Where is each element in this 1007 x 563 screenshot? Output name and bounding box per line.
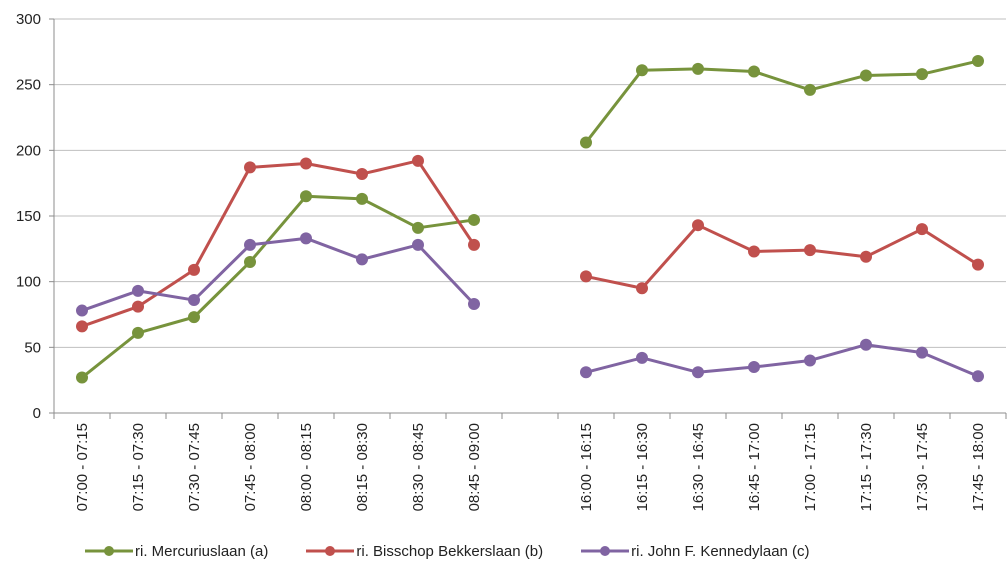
- data-point: [188, 294, 200, 307]
- data-point: [748, 245, 760, 258]
- y-axis: 0 50 100 150 200 250 300: [16, 11, 55, 422]
- data-point: [972, 55, 984, 68]
- data-point: [692, 219, 704, 232]
- x-tick-label: 16:00 - 16:15: [578, 423, 595, 511]
- y-tick-label: 200: [16, 142, 41, 159]
- data-point: [412, 238, 424, 251]
- data-point: [860, 250, 872, 263]
- x-tick-label: 17:45 - 18:00: [970, 423, 987, 511]
- data-point: [860, 69, 872, 82]
- legend-swatch: [581, 546, 630, 556]
- data-point: [468, 213, 480, 226]
- legend: ri. Mercuriuslaan (a) ri. Bisschop Bekker…: [85, 539, 848, 563]
- data-point: [860, 338, 872, 351]
- data-point: [916, 346, 928, 359]
- series-3: [76, 232, 984, 383]
- x-tick-label: 07:30 - 07:45: [186, 423, 203, 511]
- data-point: [132, 284, 144, 297]
- data-point: [804, 83, 816, 96]
- data-point: [356, 253, 368, 266]
- y-tick-label: 150: [16, 208, 41, 225]
- data-point: [972, 258, 984, 271]
- x-tick-label: 08:15 - 08:30: [354, 423, 371, 511]
- legend-item: ri. Bisschop Bekkerslaan (b): [306, 543, 543, 560]
- x-axis: 07:00 - 07:15 07:15 - 07:30 07:30 - 07:45 0…: [53, 412, 1007, 511]
- data-point: [300, 157, 312, 170]
- x-tick-label: 07:00 - 07:15: [74, 423, 91, 511]
- legend-label: ri. John F. Kennedylaan (c): [631, 542, 810, 560]
- data-point: [76, 304, 88, 317]
- y-tick-label: 300: [16, 11, 41, 28]
- data-point: [244, 161, 256, 174]
- data-point: [636, 64, 648, 77]
- data-point: [412, 154, 424, 167]
- legend-label: ri. Bisschop Bekkerslaan (b): [356, 542, 544, 560]
- legend-item: ri. John F. Kennedylaan (c): [581, 542, 810, 560]
- data-point: [748, 361, 760, 374]
- data-point: [244, 238, 256, 251]
- data-point: [692, 366, 704, 379]
- y-tick-label: 100: [16, 274, 41, 291]
- series-line: [81, 159, 476, 328]
- series-2: [76, 154, 984, 333]
- x-tick-label: 07:45 - 08:00: [242, 423, 259, 511]
- data-point: [804, 244, 816, 257]
- x-tick-label: 07:15 - 07:30: [130, 423, 147, 511]
- data-point: [356, 167, 368, 180]
- series-line: [585, 343, 979, 378]
- y-tick-label: 250: [16, 77, 41, 94]
- data-point: [580, 270, 592, 283]
- data-point: [300, 232, 312, 245]
- x-tick-label: 17:30 - 17:45: [914, 423, 931, 511]
- series-line: [584, 59, 979, 144]
- x-tick-label: 16:45 - 17:00: [746, 423, 763, 511]
- series-group: [76, 55, 984, 384]
- data-point: [636, 351, 648, 364]
- series-line: [81, 236, 476, 312]
- x-tick-label: 08:30 - 08:45: [410, 423, 427, 511]
- x-tick-label: 17:15 - 17:30: [858, 423, 875, 511]
- data-point: [412, 221, 424, 234]
- legend-item: ri. Mercuriuslaan (a): [85, 543, 268, 560]
- x-tick-label: 08:45 - 09:00: [466, 423, 483, 511]
- y-tick-label: 0: [33, 405, 41, 422]
- data-point: [244, 255, 256, 268]
- series-1: [76, 55, 984, 384]
- data-point: [804, 354, 816, 367]
- data-point: [468, 238, 480, 251]
- x-tick-label: 17:00 - 17:15: [802, 423, 819, 511]
- legend-label: ri. Mercuriuslaan (a): [135, 542, 269, 560]
- data-point: [76, 320, 88, 333]
- data-point: [580, 136, 592, 149]
- legend-swatch: [85, 546, 133, 556]
- data-point: [916, 223, 928, 236]
- series-line: [585, 223, 979, 290]
- legend-swatch: [306, 546, 355, 556]
- x-tick-label: 16:15 - 16:30: [634, 423, 651, 511]
- data-point: [132, 300, 144, 313]
- data-point: [748, 65, 760, 78]
- data-point: [916, 68, 928, 81]
- x-tick-label: 16:30 - 16:45: [690, 423, 707, 511]
- data-point: [356, 192, 368, 205]
- data-point: [692, 62, 704, 75]
- data-point: [580, 366, 592, 379]
- data-point: [468, 297, 480, 310]
- data-point: [972, 370, 984, 383]
- data-point: [132, 326, 144, 339]
- y-tick-label: 50: [24, 339, 41, 356]
- data-point: [300, 190, 312, 203]
- x-tick-label: 08:00 - 08:15: [298, 423, 315, 511]
- data-point: [188, 311, 200, 324]
- data-point: [188, 263, 200, 276]
- series-line: [81, 194, 475, 379]
- data-point: [76, 371, 88, 384]
- data-point: [636, 282, 648, 295]
